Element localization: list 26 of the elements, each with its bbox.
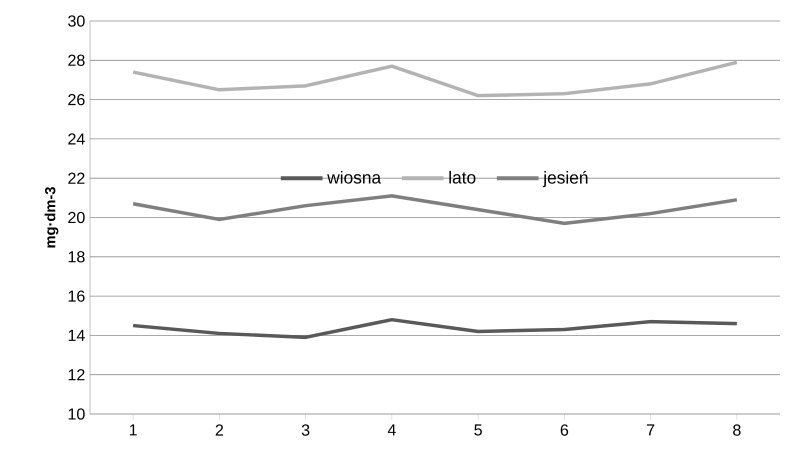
x-tick-label: 7 xyxy=(646,424,654,436)
y-tick-label: 30 xyxy=(68,15,85,27)
x-tick-label: 4 xyxy=(388,424,396,436)
x-tick-label: 1 xyxy=(130,424,137,436)
x-tick-label: 8 xyxy=(733,424,741,436)
y-tick-label: 28 xyxy=(68,54,85,66)
y-tick-label: 12 xyxy=(68,369,84,380)
x-tick-label: 5 xyxy=(474,424,482,436)
legend-label: wiosna xyxy=(327,170,382,184)
x-tick-label: 3 xyxy=(302,424,310,436)
line-series xyxy=(131,318,739,340)
y-tick-label: 18 xyxy=(68,251,85,262)
line-series xyxy=(131,60,739,98)
legend-label: jesień xyxy=(542,170,588,188)
y-axis-title: mg·dm-3 xyxy=(44,187,58,248)
line-series xyxy=(131,194,739,226)
y-tick-label: 20 xyxy=(68,212,85,224)
x-tick-label: 2 xyxy=(216,424,224,436)
y-tick-label: 24 xyxy=(68,133,85,144)
y-tick-label: 16 xyxy=(68,290,85,302)
y-tick-label: 22 xyxy=(68,172,84,184)
x-tick-label: 6 xyxy=(560,424,568,436)
y-tick-label: 26 xyxy=(68,94,85,106)
y-tick-label: 14 xyxy=(68,330,85,341)
legend-label: lato xyxy=(449,170,476,184)
y-tick-label: 10 xyxy=(68,408,85,420)
